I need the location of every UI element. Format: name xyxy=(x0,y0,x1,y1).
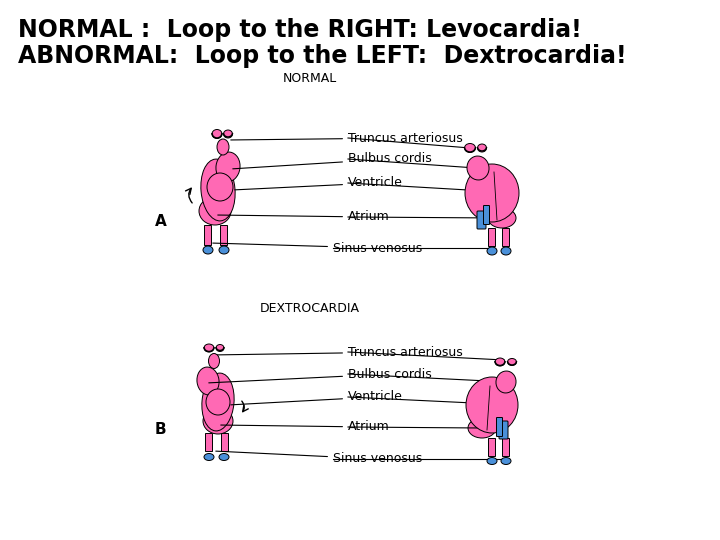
Text: NORMAL :  Loop to the RIGHT: Levocardia!: NORMAL : Loop to the RIGHT: Levocardia! xyxy=(18,18,582,42)
Ellipse shape xyxy=(204,454,214,461)
Text: ABNORMAL:  Loop to the LEFT:  Dextrocardia!: ABNORMAL: Loop to the LEFT: Dextrocardia… xyxy=(18,44,626,68)
Ellipse shape xyxy=(199,197,231,225)
Ellipse shape xyxy=(202,373,234,431)
Polygon shape xyxy=(488,228,495,246)
Ellipse shape xyxy=(487,247,497,255)
Polygon shape xyxy=(502,438,509,456)
Ellipse shape xyxy=(464,144,475,152)
Text: Truncus arteriosus: Truncus arteriosus xyxy=(213,346,463,359)
Polygon shape xyxy=(205,433,212,451)
Ellipse shape xyxy=(203,246,213,254)
Ellipse shape xyxy=(466,377,518,433)
Ellipse shape xyxy=(216,345,224,352)
Text: Sinus venosus: Sinus venosus xyxy=(213,241,422,254)
Ellipse shape xyxy=(501,247,511,255)
Ellipse shape xyxy=(487,457,497,464)
Ellipse shape xyxy=(495,358,505,366)
Ellipse shape xyxy=(209,354,220,368)
Ellipse shape xyxy=(217,139,229,155)
Text: NORMAL: NORMAL xyxy=(283,72,337,85)
Text: Ventricle: Ventricle xyxy=(231,390,403,405)
Text: Atrium: Atrium xyxy=(217,211,390,224)
Text: Atrium: Atrium xyxy=(221,421,390,434)
Ellipse shape xyxy=(508,359,516,366)
Ellipse shape xyxy=(219,454,229,461)
Ellipse shape xyxy=(496,371,516,393)
Polygon shape xyxy=(221,433,228,451)
Ellipse shape xyxy=(477,144,487,152)
Ellipse shape xyxy=(201,159,235,221)
Text: B: B xyxy=(155,422,166,437)
Polygon shape xyxy=(204,225,211,245)
Ellipse shape xyxy=(212,130,222,138)
Polygon shape xyxy=(502,228,509,246)
Ellipse shape xyxy=(204,344,214,352)
Ellipse shape xyxy=(468,418,496,438)
Text: Ventricle: Ventricle xyxy=(235,177,403,190)
Text: DEXTROCARDIA: DEXTROCARDIA xyxy=(260,302,360,315)
Ellipse shape xyxy=(216,152,240,182)
Polygon shape xyxy=(220,225,227,245)
Ellipse shape xyxy=(219,246,229,254)
Ellipse shape xyxy=(488,208,516,228)
FancyBboxPatch shape xyxy=(499,421,508,439)
Text: Sinus venosus: Sinus venosus xyxy=(216,451,422,465)
Ellipse shape xyxy=(197,367,219,395)
Text: A: A xyxy=(155,214,167,230)
Ellipse shape xyxy=(207,173,233,201)
Ellipse shape xyxy=(203,408,233,434)
FancyBboxPatch shape xyxy=(484,206,490,225)
Text: Truncus arteriosus: Truncus arteriosus xyxy=(231,132,463,145)
Text: Bulbus cordis: Bulbus cordis xyxy=(233,152,432,169)
Ellipse shape xyxy=(206,389,230,415)
FancyBboxPatch shape xyxy=(477,211,486,229)
Ellipse shape xyxy=(467,156,489,180)
Ellipse shape xyxy=(223,130,233,138)
FancyBboxPatch shape xyxy=(497,417,503,436)
Ellipse shape xyxy=(501,457,511,464)
Ellipse shape xyxy=(465,164,519,222)
Polygon shape xyxy=(488,438,495,456)
Text: Bulbus cordis: Bulbus cordis xyxy=(209,368,432,383)
